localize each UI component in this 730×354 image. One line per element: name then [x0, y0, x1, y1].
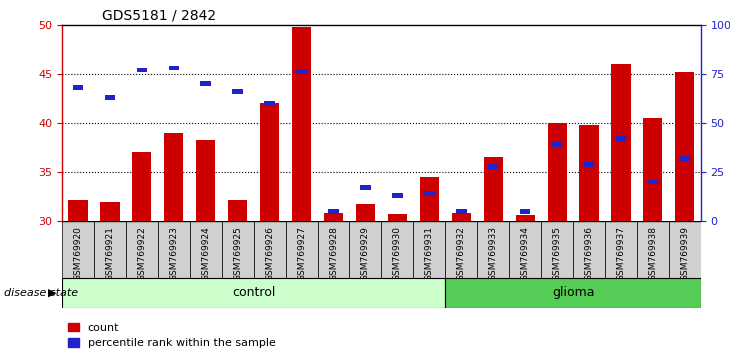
Text: GSM769931: GSM769931	[425, 226, 434, 281]
Text: GSM769922: GSM769922	[137, 226, 147, 280]
Text: GSM769932: GSM769932	[457, 226, 466, 281]
Bar	[285, 221, 318, 278]
Bar	[350, 221, 381, 278]
Bar	[445, 278, 701, 308]
Bar	[452, 213, 471, 221]
Bar	[328, 209, 339, 214]
Bar	[62, 221, 94, 278]
Bar	[515, 215, 534, 221]
Bar	[292, 27, 311, 221]
Text: GSM769927: GSM769927	[297, 226, 306, 281]
Bar	[580, 125, 599, 221]
Text: ▶: ▶	[47, 288, 56, 298]
Bar	[318, 221, 350, 278]
Text: GSM769936: GSM769936	[585, 226, 593, 281]
Bar	[573, 221, 605, 278]
Text: GSM769924: GSM769924	[201, 226, 210, 280]
Text: GSM769925: GSM769925	[233, 226, 242, 281]
Text: GSM769935: GSM769935	[553, 226, 561, 281]
Bar	[637, 221, 669, 278]
Text: GDS5181 / 2842: GDS5181 / 2842	[102, 9, 216, 23]
Bar	[196, 140, 215, 221]
Text: control: control	[232, 286, 275, 299]
Bar	[552, 142, 562, 147]
Text: GSM769928: GSM769928	[329, 226, 338, 281]
Bar	[232, 89, 243, 94]
Bar	[158, 221, 190, 278]
Bar	[360, 185, 371, 190]
Bar	[483, 158, 503, 221]
Bar	[381, 221, 413, 278]
Bar	[126, 221, 158, 278]
Text: GSM769937: GSM769937	[616, 226, 626, 281]
Legend: count, percentile rank within the sample: count, percentile rank within the sample	[68, 322, 275, 348]
Bar	[260, 103, 279, 221]
Bar	[254, 221, 285, 278]
Bar	[615, 136, 626, 141]
Bar	[445, 221, 477, 278]
Bar	[520, 209, 531, 214]
Bar	[392, 193, 403, 198]
Bar	[73, 85, 83, 90]
Bar	[296, 69, 307, 74]
Bar	[190, 221, 222, 278]
Text: GSM769929: GSM769929	[361, 226, 370, 281]
Bar	[94, 221, 126, 278]
Bar	[132, 153, 152, 221]
Bar	[612, 64, 631, 221]
Bar	[605, 221, 637, 278]
Bar	[324, 213, 343, 221]
Bar	[388, 215, 407, 221]
Bar	[356, 204, 375, 221]
Bar	[137, 68, 147, 73]
Bar	[222, 221, 254, 278]
Bar	[541, 221, 573, 278]
Bar	[643, 118, 663, 221]
Text: GSM769920: GSM769920	[74, 226, 82, 281]
Bar	[264, 101, 275, 106]
Text: GSM769939: GSM769939	[680, 226, 689, 281]
Bar	[477, 221, 510, 278]
Bar	[62, 278, 445, 308]
Bar	[164, 133, 183, 221]
Text: GSM769930: GSM769930	[393, 226, 402, 281]
Bar	[101, 201, 120, 221]
Bar	[488, 164, 499, 169]
Bar	[228, 200, 247, 221]
Text: GSM769923: GSM769923	[169, 226, 178, 281]
Text: GSM769926: GSM769926	[265, 226, 274, 281]
Bar	[675, 72, 694, 221]
Text: GSM769921: GSM769921	[105, 226, 115, 281]
Text: GSM769933: GSM769933	[488, 226, 498, 281]
Bar	[424, 191, 434, 196]
Bar	[456, 209, 466, 214]
Text: disease state: disease state	[4, 288, 78, 298]
Bar	[413, 221, 445, 278]
Bar	[169, 65, 179, 70]
Bar	[669, 221, 701, 278]
Bar	[201, 81, 211, 86]
Bar	[548, 123, 566, 221]
Bar	[680, 156, 690, 161]
Bar	[510, 221, 541, 278]
Bar	[69, 200, 88, 221]
Bar	[104, 95, 115, 100]
Text: GSM769938: GSM769938	[648, 226, 658, 281]
Bar	[420, 177, 439, 221]
Bar	[584, 162, 594, 167]
Bar	[648, 179, 658, 184]
Text: GSM769934: GSM769934	[520, 226, 530, 281]
Text: glioma: glioma	[552, 286, 594, 299]
